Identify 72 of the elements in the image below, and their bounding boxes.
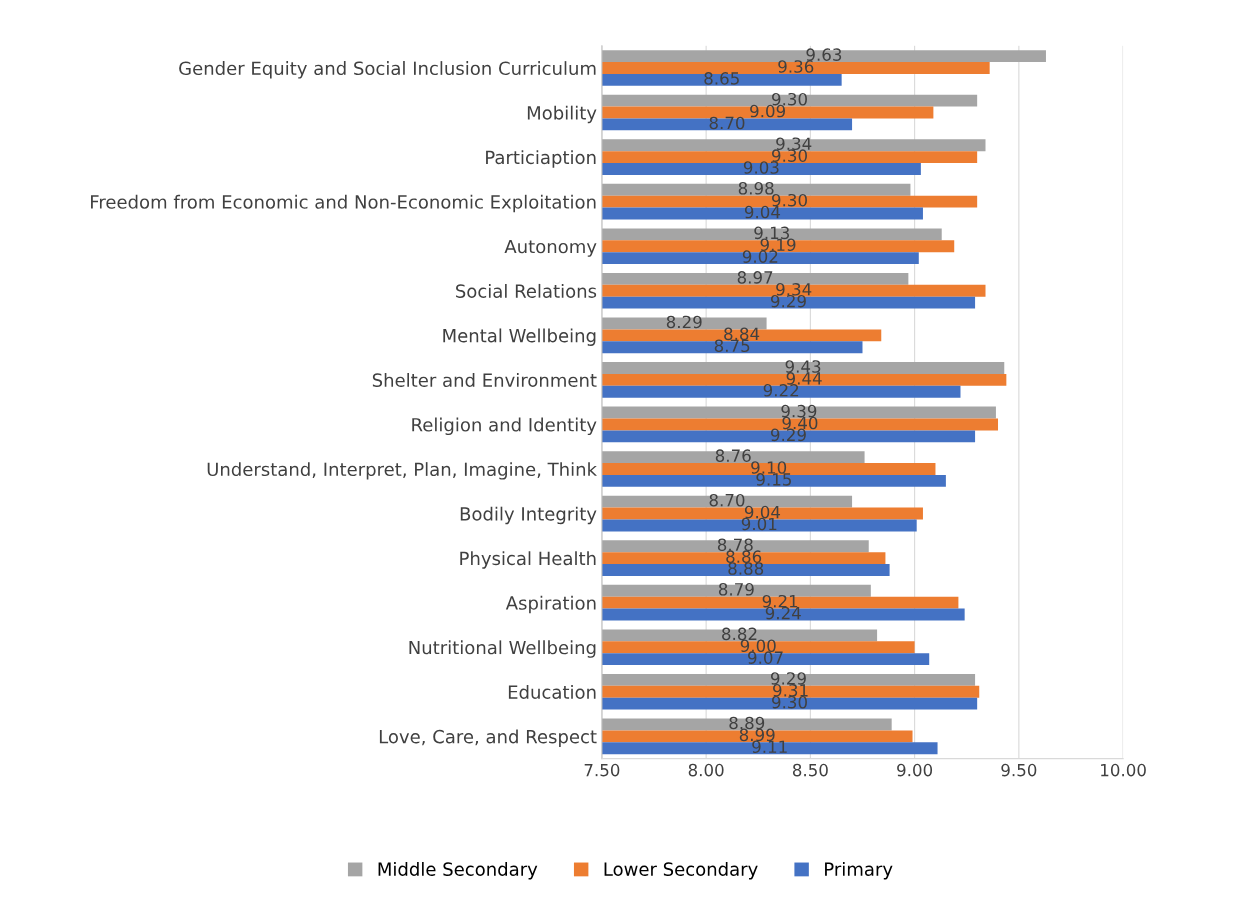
data-label: 9.24	[765, 606, 801, 620]
y-tick-label: Religion and Identity	[412, 417, 597, 436]
data-label: 8.97	[737, 271, 773, 284]
y-tick-label: Mental Wellbeing	[443, 328, 596, 346]
data-label: 9.00	[740, 639, 776, 653]
data-label: 9.29	[770, 294, 806, 308]
data-label: 9.29	[770, 672, 806, 685]
x-tick-label: 8.00	[688, 763, 724, 777]
data-label: 9.63	[806, 48, 842, 61]
data-label: 9.44	[786, 372, 822, 385]
data-label: 9.40	[782, 416, 818, 430]
y-tick-label: Particiaption	[486, 150, 596, 168]
data-label: 9.30	[772, 149, 807, 162]
x-tick-label: 9.00	[897, 763, 933, 777]
data-label: 8.88	[728, 562, 764, 575]
y-tick-label: Autonomy	[504, 239, 597, 257]
data-label: 9.07	[748, 651, 783, 664]
data-label: 9.04	[744, 505, 781, 519]
data-label: 8.75	[714, 339, 750, 353]
y-tick-label: Bodily Integrity	[460, 506, 597, 525]
data-label: 8.82	[722, 627, 757, 641]
y-tick-label: Freedom from Economic and Non-Economic Exploitation	[91, 194, 596, 213]
y-tick-label: Education	[508, 684, 596, 699]
data-label: 9.43	[785, 360, 821, 373]
y-tick-label: Mobility	[527, 105, 597, 124]
data-label: 9.15	[756, 473, 791, 486]
y-tick-label: Aspiration	[505, 595, 596, 614]
x-tick-label: 10.00	[1101, 763, 1146, 777]
data-label: 9.30	[772, 193, 807, 207]
data-label: 8.70	[709, 116, 745, 130]
data-label: 9.10	[751, 461, 787, 474]
data-label: 8.89	[729, 716, 765, 730]
data-label: 8.70	[709, 493, 745, 507]
data-label: 9.36	[778, 60, 814, 73]
data-label: 9.01	[741, 517, 777, 531]
data-label: 9.04	[744, 205, 781, 219]
data-label: 9.34	[776, 283, 812, 296]
y-tick-label: Understand, Interpret, Plan, Imagine, Think	[207, 462, 597, 480]
data-label: 8.65	[704, 72, 739, 85]
y-tick-label: Gender Equity and Social Inclusion Curriculum	[179, 61, 596, 79]
data-label: 9.31	[773, 684, 808, 697]
y-tick-label: Love, Care, and Respect	[379, 729, 597, 747]
data-label: 8.86	[726, 550, 762, 563]
data-label: 9.30	[772, 92, 807, 106]
data-label: 8.29	[666, 315, 702, 329]
data-label: 9.30	[772, 695, 807, 709]
y-tick-label: Shelter and Environment	[372, 373, 597, 387]
data-label: 8.98	[738, 182, 774, 195]
data-label: 9.21	[762, 594, 798, 608]
data-label: 9.39	[781, 404, 817, 418]
data-label: 9.02	[742, 250, 778, 263]
data-label: 9.11	[752, 740, 787, 754]
x-tick-label: 9.50	[1001, 763, 1037, 777]
legend-label: Lower Secondary	[604, 862, 758, 880]
data-label: 9.09	[750, 104, 786, 118]
data-label: 8.84	[724, 327, 760, 341]
legend-label: Middle Secondary	[378, 862, 538, 880]
x-tick-label: 7.50	[584, 763, 620, 777]
data-label: 8.99	[739, 728, 775, 742]
data-label: 9.13	[754, 226, 790, 240]
data-label: 8.78	[717, 538, 753, 552]
data-label: 9.03	[743, 161, 779, 174]
legend-label: Primary	[825, 862, 893, 880]
data-label: 8.79	[718, 583, 754, 596]
data-label: 9.34	[776, 137, 812, 151]
data-label: 9.19	[760, 238, 796, 252]
x-tick-label: 8.50	[792, 763, 828, 777]
y-tick-label: Nutritional Wellbeing	[409, 640, 596, 658]
data-label: 8.76	[715, 449, 751, 462]
data-label: 9.29	[770, 428, 806, 442]
y-tick-label: Physical Health	[460, 551, 596, 569]
y-tick-label: Social Relations	[456, 283, 597, 298]
